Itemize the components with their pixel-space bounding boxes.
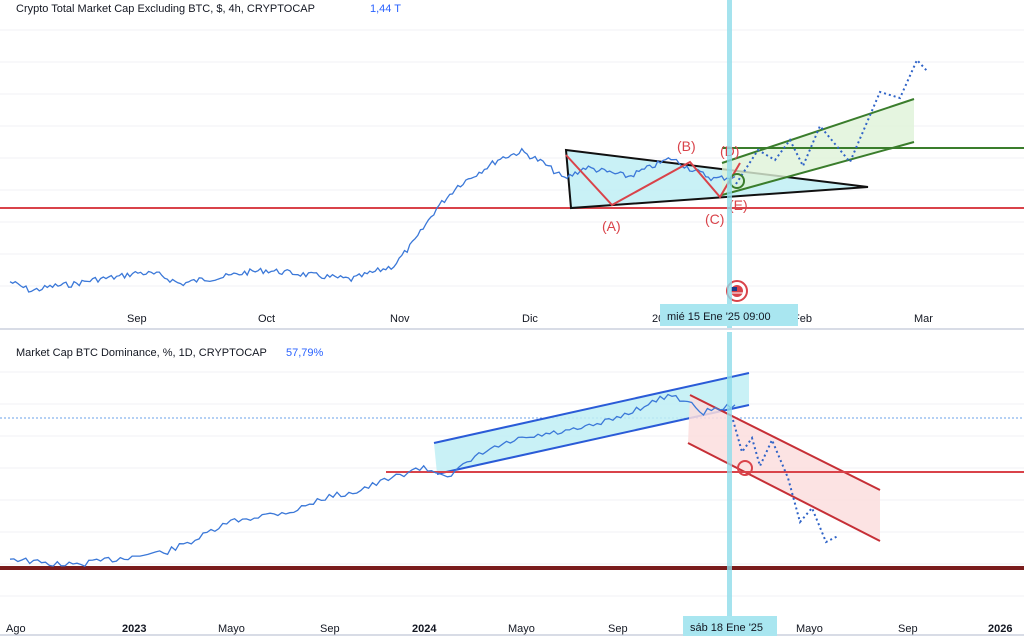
price-series-line (9, 147, 736, 293)
x-tick-label: Nov (390, 313, 410, 325)
top-x-axis: Sep Oct Nov Dic 2025 Feb Mar (127, 313, 933, 325)
top-panel: (A) (B) (C) (D) (E) Crypto Total Market … (0, 3, 1024, 325)
top-last-value: 1,44 T (370, 3, 401, 15)
x-tick-label: 2023 (122, 623, 146, 635)
x-tick-label: Mayo (508, 623, 535, 635)
breakdown-marker[interactable] (737, 460, 753, 476)
wave-label-b: (B) (677, 138, 696, 154)
crosshair-date-badge-bottom (683, 616, 777, 636)
rising-channel-fill (434, 373, 749, 474)
top-chart-title: Crypto Total Market Cap Excluding BTC, $… (16, 3, 315, 15)
crosshair-date-label-top: mié 15 Ene '25 09:00 (667, 311, 771, 323)
x-tick-label: Ago (6, 623, 26, 635)
x-tick-label: Dic (522, 313, 538, 325)
crosshair-date-label-bottom: sáb 18 Ene '25 (690, 622, 763, 634)
bottom-panel: Market Cap BTC Dominance, %, 1D, CRYPTOC… (0, 347, 1024, 635)
crosshair-bottom[interactable] (727, 332, 732, 636)
falling-channel-lower[interactable] (687, 442, 881, 542)
x-tick-label: Mar (914, 313, 933, 325)
x-tick-label: Sep (898, 623, 918, 635)
bottom-chart-title: Market Cap BTC Dominance, %, 1D, CRYPTOC… (16, 347, 267, 359)
top-gridlines (0, 29, 1024, 287)
wave-label-c: (C) (705, 211, 724, 227)
x-tick-label: Sep (320, 623, 340, 635)
dominance-series-line (9, 393, 736, 568)
wave-label-a: (A) (602, 218, 621, 234)
wave-label-e: (E) (729, 197, 748, 213)
projected-path[interactable] (735, 58, 929, 185)
x-tick-label: 2024 (412, 623, 437, 635)
x-tick-label: 2026 (988, 623, 1012, 635)
bottom-last-value: 57,79% (286, 347, 324, 359)
crosshair-date-badge-top (660, 304, 798, 326)
bottom-x-axis: Ago 2023 Mayo Sep 2024 Mayo Sep 2025 May… (6, 623, 1012, 635)
x-tick-label: Mayo (218, 623, 245, 635)
rising-channel-upper[interactable] (433, 372, 750, 444)
dominance-projected-path[interactable] (732, 419, 839, 544)
channel-upper-line[interactable] (721, 98, 915, 164)
x-tick-label: Sep (127, 313, 147, 325)
channel-lower-line[interactable] (721, 141, 915, 196)
bottom-divider (0, 634, 1024, 636)
crosshair-top[interactable] (727, 0, 732, 328)
falling-channel-upper[interactable] (689, 394, 881, 491)
wave-path[interactable] (565, 154, 741, 207)
x-tick-label: Oct (258, 313, 275, 325)
bottom-gridlines (0, 371, 1024, 597)
panel-divider (0, 328, 1024, 330)
x-tick-label: Mayo (796, 623, 823, 635)
x-tick-label: Sep (608, 623, 628, 635)
